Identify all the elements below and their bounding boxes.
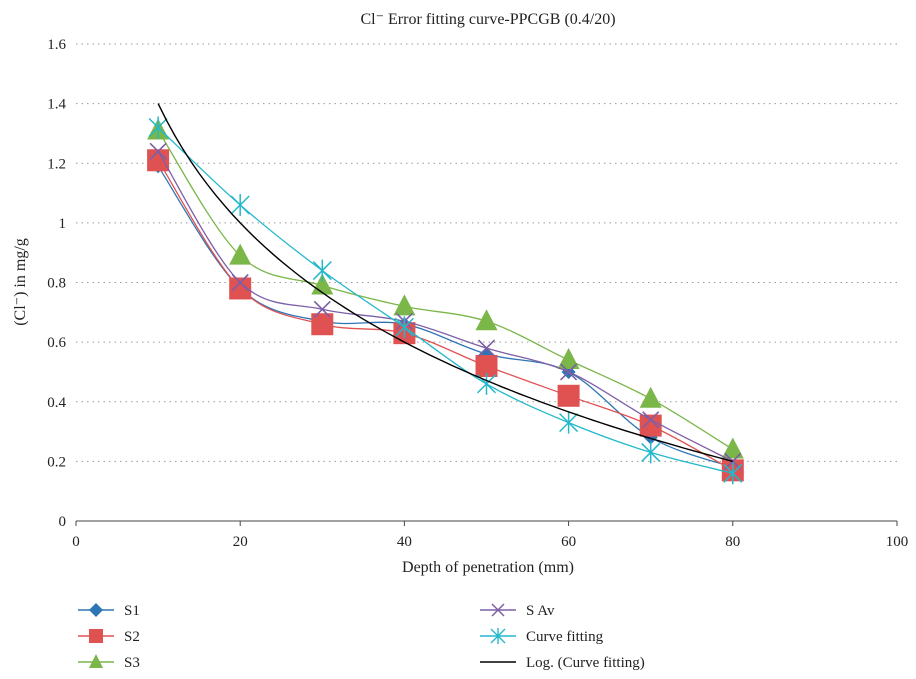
x-tick-label: 80 (725, 534, 740, 550)
data-point (723, 462, 743, 485)
chart-title: Cl⁻ Error fitting curve-PPCGB (0.4/20) (360, 11, 615, 28)
y-tick-label: 1.6 (47, 37, 66, 53)
y-tick-label: 0 (59, 514, 67, 530)
legend-label: Log. (Curve fitting) (526, 655, 645, 671)
x-tick-label: 60 (561, 534, 576, 550)
data-point (149, 142, 167, 160)
data-point (313, 300, 331, 318)
legend-marker (491, 603, 505, 617)
legend-label: Curve fitting (526, 629, 604, 645)
data-point (560, 363, 578, 381)
data-point (393, 294, 416, 316)
legend-marker (89, 654, 103, 668)
data-point (475, 354, 498, 377)
legend-label: S Av (526, 603, 555, 619)
data-point (312, 259, 332, 282)
axes (75, 520, 898, 526)
x-tick-label: 100 (886, 534, 909, 550)
legend-marker (89, 603, 103, 617)
y-tick-label: 1.4 (47, 97, 66, 113)
data-point (231, 273, 249, 292)
y-tick-labels: 0 0.2 0.4 0.6 0.8 1 1.2 1.4 1.6 (47, 37, 66, 530)
data-point (394, 316, 414, 339)
data-point (642, 411, 660, 429)
x-tick-label: 40 (397, 534, 412, 550)
data-point (557, 384, 580, 407)
x-axis-title: Depth of penetration (mm) (402, 559, 574, 576)
data-point (559, 411, 579, 434)
legend-label: S1 (124, 603, 140, 619)
data-point (721, 437, 744, 459)
data-point (230, 193, 250, 216)
y-axis-title: (Cl⁻) in mg/g (12, 238, 29, 326)
x-tick-label: 20 (233, 534, 248, 550)
y-tick-label: 1.2 (47, 156, 66, 172)
data-point (475, 309, 498, 331)
grid-lines (76, 43, 897, 462)
data-point (641, 441, 661, 464)
data-point (147, 149, 170, 172)
y-tick-label: 0.4 (47, 395, 66, 411)
legend-label: S2 (124, 629, 140, 645)
series-group (147, 103, 744, 485)
legend-label: S3 (124, 655, 140, 671)
legend: S1 S2 S3 S Av Curve fitting Log. (Curve fitti… (78, 603, 645, 671)
x-tick-labels: 0 20 40 60 80 100 (72, 534, 908, 550)
data-point (639, 386, 662, 408)
legend-marker (89, 629, 103, 643)
data-point (639, 414, 662, 437)
series-line-log-trend (157, 103, 733, 463)
legend-marker (490, 628, 506, 644)
data-point (311, 313, 334, 336)
data-point (148, 116, 168, 139)
data-point (229, 243, 252, 265)
y-tick-label: 1 (59, 216, 67, 232)
y-tick-label: 0.6 (47, 335, 66, 351)
y-tick-label: 0.2 (47, 454, 66, 470)
data-point (477, 339, 496, 357)
data-point (229, 277, 252, 300)
x-tick-label: 0 (72, 534, 80, 550)
data-point (557, 348, 580, 370)
y-tick-label: 0.8 (47, 276, 66, 292)
